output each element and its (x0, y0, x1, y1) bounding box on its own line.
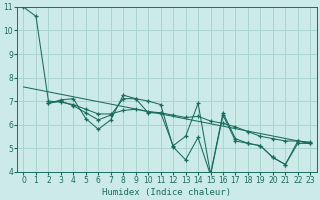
X-axis label: Humidex (Indice chaleur): Humidex (Indice chaleur) (102, 188, 231, 197)
